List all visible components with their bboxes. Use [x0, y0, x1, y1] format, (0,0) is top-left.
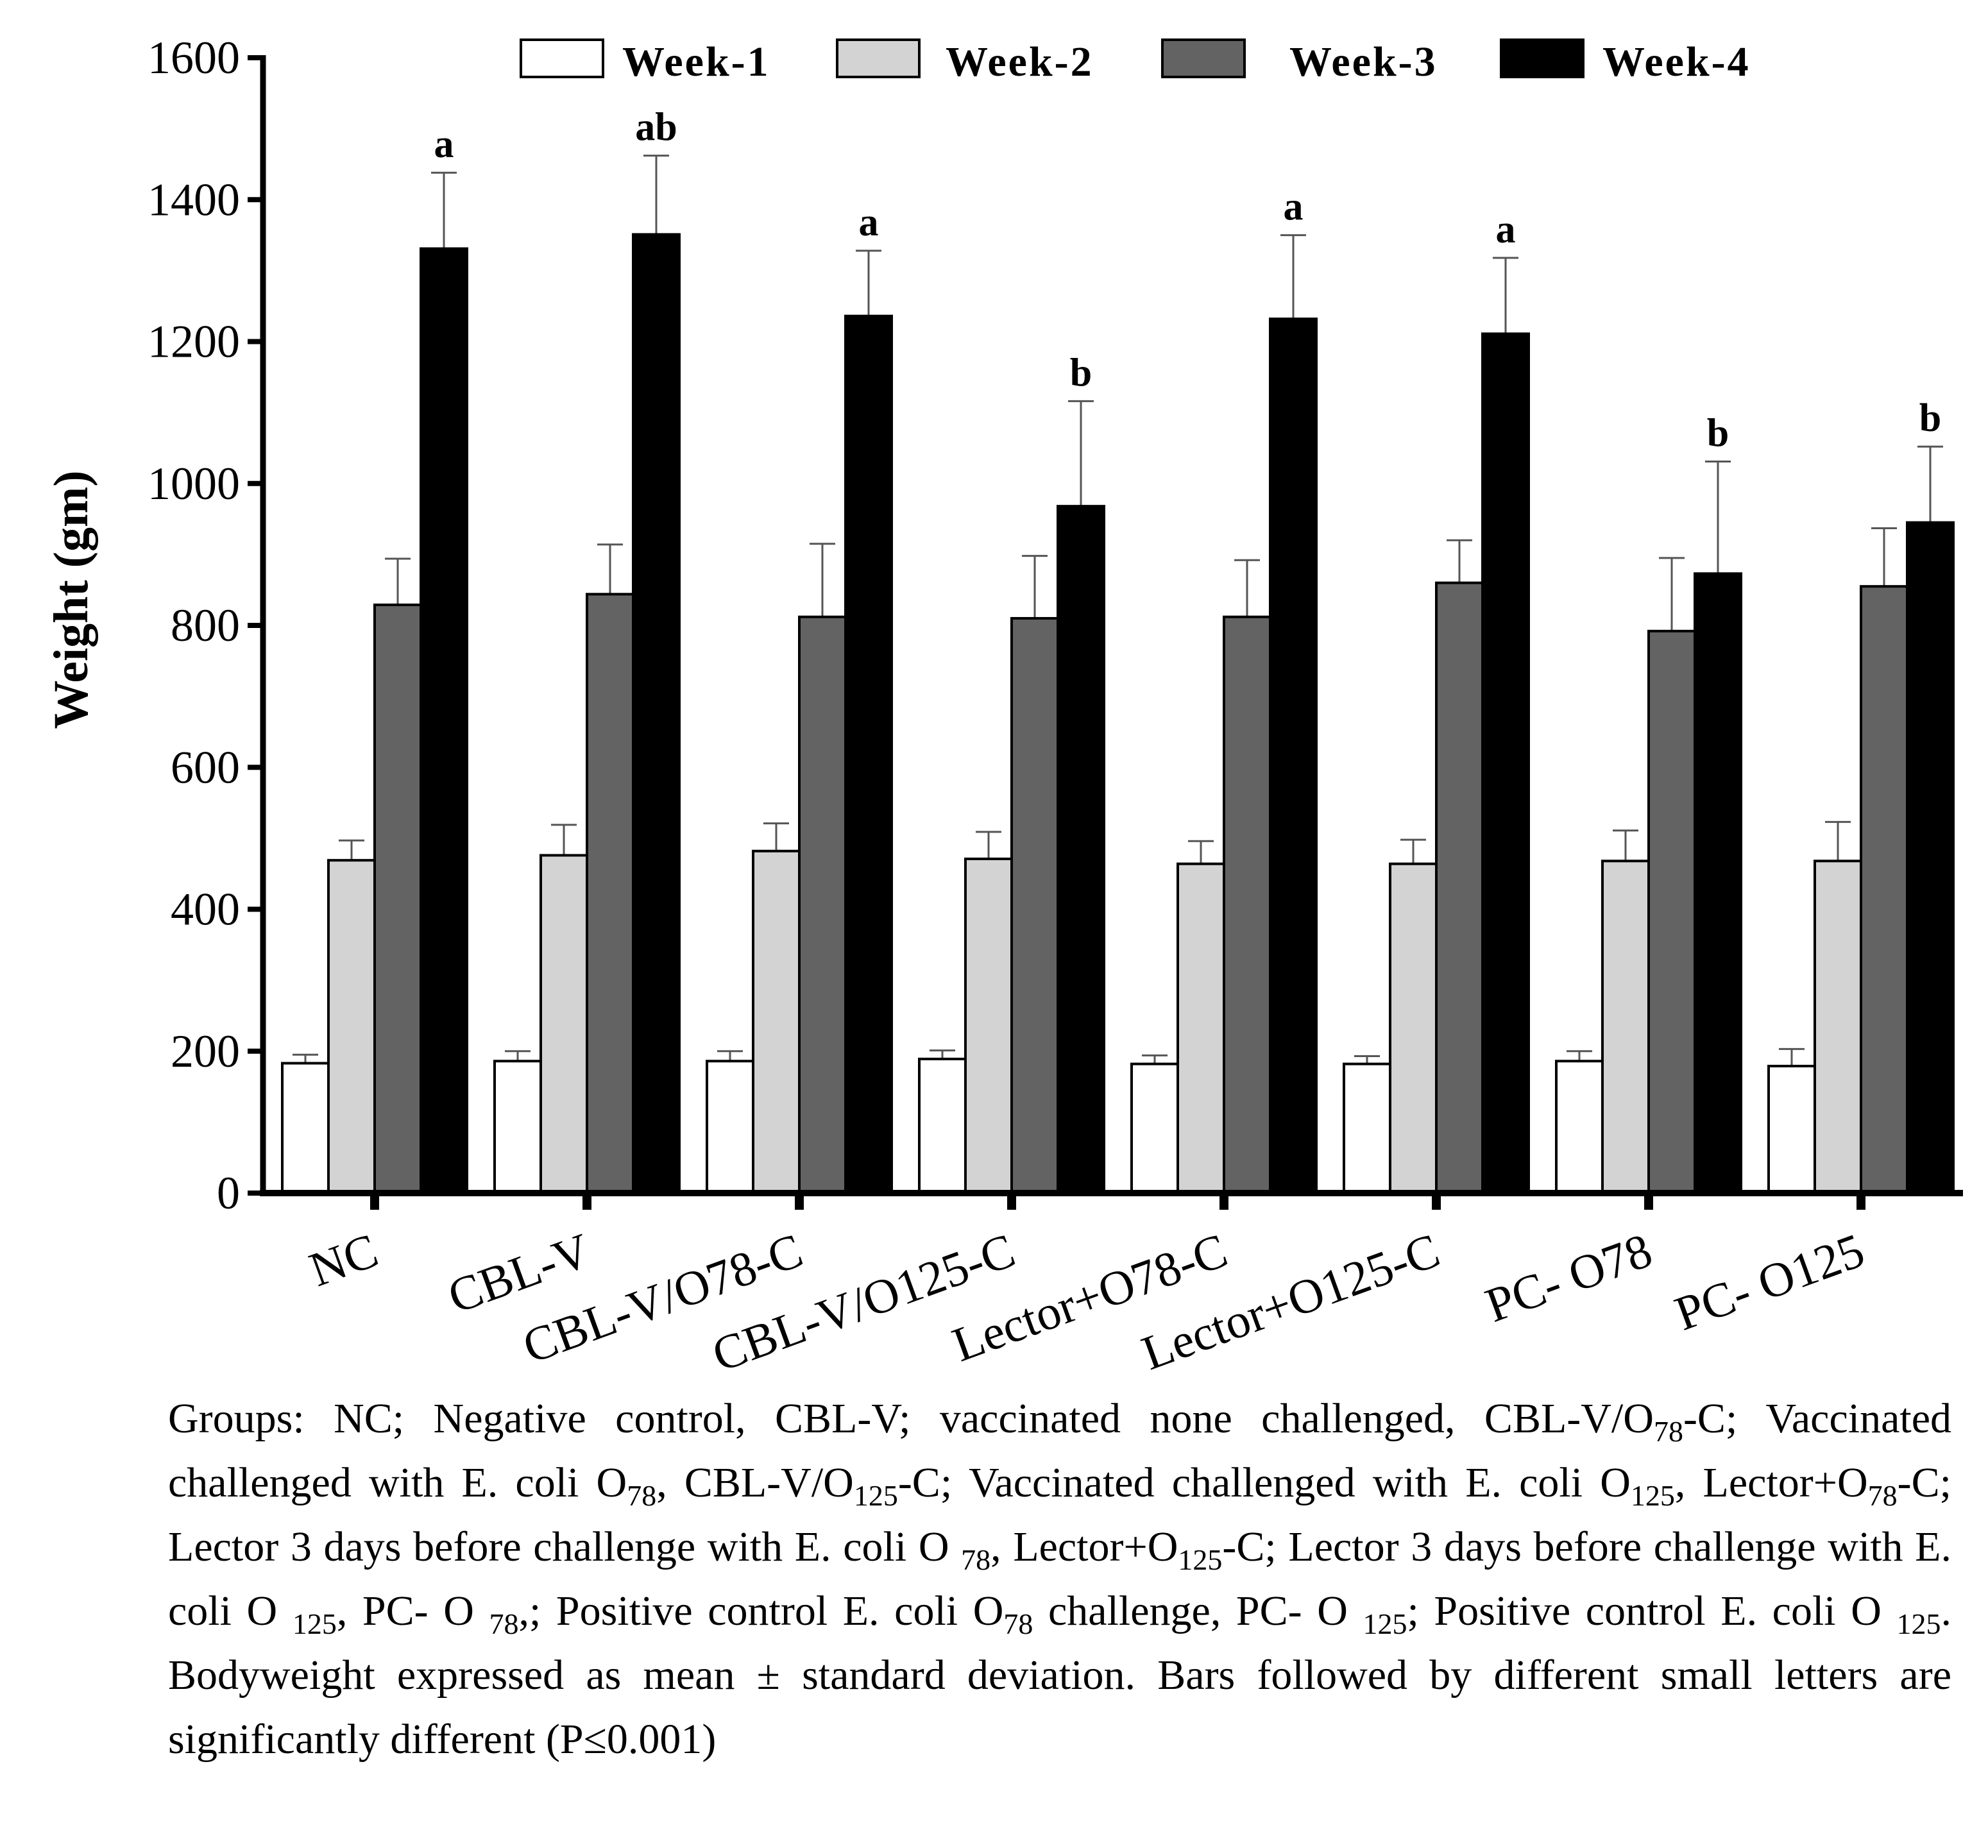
- significance-letter: a: [1496, 208, 1516, 251]
- caption-subscript: 125: [853, 1479, 898, 1513]
- bar: [373, 603, 422, 1194]
- bar: [1389, 862, 1438, 1194]
- bar: [1906, 521, 1955, 1194]
- caption-subscript: 125: [1896, 1607, 1941, 1641]
- bar: [1343, 1062, 1391, 1194]
- legend-label: Week-3: [1289, 38, 1438, 85]
- significance-letter: a: [434, 123, 454, 166]
- y-tick-label: 1600: [148, 32, 240, 83]
- caption-text: , CBL-V/O: [656, 1459, 854, 1506]
- y-tick-label: 1200: [148, 316, 240, 368]
- bar: [964, 857, 1013, 1195]
- bar: [1010, 616, 1059, 1194]
- caption-text: -C; Lector 3 days before challenge with …: [168, 1459, 1952, 1570]
- bar: [1601, 860, 1650, 1194]
- legend-label: Week-4: [1602, 38, 1751, 85]
- bar: [1814, 860, 1862, 1194]
- significance-letter: a: [1284, 185, 1304, 229]
- figure-caption: Groups: NC; Negative control, CBL-V; vac…: [168, 1387, 1951, 1772]
- bar: [327, 859, 376, 1194]
- bar: [586, 593, 634, 1194]
- caption-subscript: 125: [292, 1607, 337, 1641]
- bar: [539, 854, 588, 1195]
- legend-swatch: [836, 38, 921, 78]
- caption-text: ; Positive control E. coli O: [1407, 1588, 1897, 1634]
- significance-letter: b: [1919, 396, 1941, 440]
- bar: [918, 1057, 967, 1194]
- bar: [632, 233, 681, 1194]
- caption-text: , Lector+O: [990, 1523, 1178, 1570]
- y-tick-label: 1000: [148, 458, 240, 509]
- legend-swatch: [520, 38, 604, 78]
- significance-letter: b: [1707, 411, 1729, 455]
- y-tick-label: 200: [171, 1026, 240, 1077]
- x-tick-label: PC- O78: [1479, 1223, 1659, 1333]
- bar: [281, 1062, 330, 1195]
- bar: [752, 849, 801, 1194]
- caption-text: , Lector+O: [1674, 1459, 1868, 1506]
- bar: [1057, 505, 1105, 1194]
- significance-letter: b: [1070, 351, 1092, 394]
- bar: [798, 615, 847, 1194]
- caption-text: -C; Lector 3 days before challenge with …: [168, 1523, 1952, 1634]
- caption-text: . Bodyweight expressed as mean ± standar…: [168, 1588, 1951, 1763]
- caption-subscript: 125: [1363, 1607, 1407, 1641]
- bar: [1481, 332, 1530, 1194]
- bar: [1555, 1060, 1604, 1195]
- bar: [1269, 318, 1318, 1195]
- bar: [1223, 615, 1271, 1194]
- caption-subscript: 125: [1178, 1543, 1223, 1577]
- y-axis-title: Weight (gm): [44, 470, 98, 729]
- bar: [420, 247, 468, 1194]
- legend-swatch: [1500, 38, 1584, 78]
- x-tick-label: PC- O125: [1668, 1223, 1871, 1341]
- bar: [1435, 581, 1484, 1194]
- y-tick-label: 400: [171, 884, 240, 935]
- caption-text: -C; Vaccinated challenged with E. coli O: [168, 1395, 1951, 1506]
- bar: [706, 1060, 754, 1195]
- y-tick-label: 600: [171, 742, 240, 793]
- x-tick-label: NC: [303, 1223, 385, 1297]
- caption-text: Groups: NC; Negative control, CBL-V; vac…: [168, 1395, 1654, 1442]
- bar: [1767, 1064, 1816, 1194]
- legend-label: Week-1: [622, 38, 770, 85]
- caption-subscript: 78: [1003, 1607, 1033, 1641]
- caption-subscript: 78: [1867, 1479, 1898, 1513]
- caption-subscript: 78: [627, 1479, 657, 1513]
- legend-label: Week-2: [946, 38, 1094, 85]
- caption-subscript: 78: [961, 1543, 991, 1577]
- bar: [1860, 585, 1908, 1194]
- bar: [1694, 572, 1742, 1194]
- caption-subscript: 78: [1653, 1415, 1683, 1448]
- bar: [1177, 862, 1225, 1194]
- bar: [493, 1060, 542, 1195]
- bar: [1130, 1062, 1179, 1194]
- significance-letter: ab: [635, 106, 677, 149]
- bar: [844, 314, 893, 1194]
- significance-letter: a: [859, 201, 879, 244]
- legend-swatch: [1161, 38, 1246, 78]
- caption-text: ,; Positive control E. coli O: [518, 1588, 1004, 1634]
- y-tick-label: 800: [171, 600, 240, 651]
- caption-text: challenge, PC- O: [1033, 1588, 1363, 1634]
- bar: [1647, 629, 1696, 1194]
- caption-subscript: 125: [1630, 1479, 1675, 1513]
- caption-text: -C; Vaccinated challenged with E. coli O: [897, 1459, 1631, 1506]
- caption-subscript: 78: [489, 1607, 519, 1641]
- y-tick-label: 1400: [148, 174, 240, 225]
- caption-text: , PC- O: [336, 1588, 489, 1634]
- y-tick-label: 0: [217, 1167, 240, 1219]
